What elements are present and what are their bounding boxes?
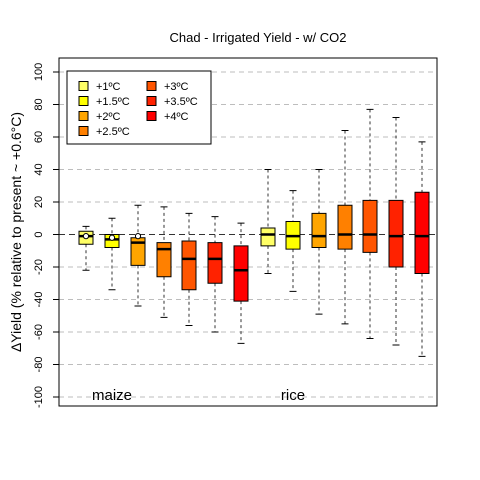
legend-label: +2.5ºC: [96, 126, 130, 138]
chart-title: Chad - Irrigated Yield - w/ CO2: [169, 30, 346, 45]
box: [311, 212, 327, 248]
legend-swatch: [146, 81, 157, 91]
box: [362, 199, 378, 253]
box: [104, 234, 120, 248]
box: [156, 242, 172, 278]
y-tick-label: 80: [33, 98, 45, 110]
y-tick-label: -100: [33, 386, 45, 408]
legend: +1ºC +1.5ºC +2ºC +2.5ºC +3ºC +3.5ºC +4ºC: [66, 70, 212, 145]
legend-label: +2ºC: [96, 111, 121, 123]
y-axis-label: ΔYield (% relative to present ~ +0.6°C): [8, 112, 24, 352]
mean-marker: [82, 233, 90, 240]
y-tick-label: -20: [33, 259, 45, 275]
legend-swatch: [78, 111, 89, 121]
y-tick-label: 40: [33, 163, 45, 175]
legend-label: +3ºC: [164, 81, 189, 93]
y-tick-label: 20: [33, 196, 45, 208]
box-series: [78, 108, 430, 357]
y-tick-label: 0: [33, 231, 45, 237]
legend-label: +1ºC: [96, 81, 121, 93]
mean-marker: [134, 233, 142, 240]
legend-swatch: [78, 96, 89, 106]
legend-box: [66, 70, 212, 145]
box: [233, 245, 249, 302]
legend-swatch: [146, 96, 157, 106]
legend-label: +1.5ºC: [96, 96, 130, 108]
legend-swatch: [78, 81, 89, 91]
legend-swatch: [78, 126, 89, 136]
group-labels: maize rice: [92, 387, 305, 404]
box: [388, 199, 404, 268]
box: [337, 204, 353, 250]
plot-frame: [58, 57, 438, 407]
group-label: rice: [281, 387, 305, 404]
box: [260, 227, 276, 247]
y-tick-label: -60: [33, 324, 45, 340]
y-tick-label: 100: [33, 63, 45, 81]
y-tick-label: -40: [33, 292, 45, 308]
mean-marker: [108, 234, 116, 241]
legend-label: +4ºC: [164, 111, 189, 123]
y-tick-label: 60: [33, 131, 45, 143]
box: [207, 242, 223, 284]
box: [181, 240, 197, 291]
legend-swatch: [146, 111, 157, 121]
legend-label: +3.5ºC: [164, 96, 198, 108]
y-axis: -100 -80 -60 -40 -20 0 20 40 60 80 100: [33, 63, 60, 408]
group-label: maize: [92, 387, 132, 404]
y-tick-label: -80: [33, 357, 45, 373]
box: [414, 191, 430, 274]
